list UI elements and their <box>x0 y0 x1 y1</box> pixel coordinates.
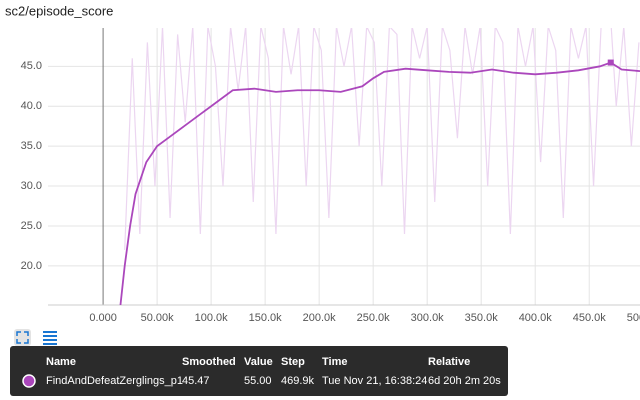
highlight-point <box>607 59 614 66</box>
tooltip-header: Time <box>322 356 347 368</box>
y-tick-label: 20.0 <box>21 260 42 272</box>
x-tick-label: 250.0k <box>357 312 391 324</box>
series-line <box>124 28 640 250</box>
tooltip-cell: 55.00 <box>244 375 272 387</box>
x-tick-label: 50.00k <box>141 312 175 324</box>
tooltip-header: Name <box>46 356 76 368</box>
x-tick-label: 0.000 <box>89 312 117 324</box>
tooltip-cell: FindAndDefeatZerglings_p1 <box>46 375 183 387</box>
tooltip: Name Smoothed Value Step Time Relative FindAnd… <box>10 346 508 396</box>
y-tick-label: 45.0 <box>21 60 42 72</box>
plot-area <box>119 28 640 305</box>
x-tick-label: 100.0k <box>195 312 229 324</box>
tooltip-cell: 469.9k <box>281 375 315 387</box>
y-tick-label: 40.0 <box>21 100 42 112</box>
run-swatch <box>22 374 36 388</box>
fit-button[interactable] <box>14 329 31 346</box>
fit-icon <box>16 331 29 344</box>
tooltip-cell: 6d 20h 2m 20s <box>428 375 501 387</box>
tooltip-header: Smoothed <box>182 356 236 368</box>
x-tick-label: 200.0k <box>303 312 337 324</box>
tooltip-box <box>10 346 508 396</box>
y-tick-label: 35.0 <box>21 140 42 152</box>
tooltip-header: Step <box>281 356 305 368</box>
log-toggle[interactable] <box>43 331 57 345</box>
x-tick-label: 450.0k <box>573 312 607 324</box>
x-tick-label: 400.0k <box>519 312 553 324</box>
chart-title: sc2/episode_score <box>5 3 113 18</box>
y-tick-label: 30.0 <box>21 180 42 192</box>
tooltip-cell: Tue Nov 21, 16:38:24 <box>322 375 427 387</box>
tooltip-header: Relative <box>428 356 470 368</box>
toolbar <box>14 329 57 346</box>
x-tick-label: 350.0k <box>465 312 499 324</box>
tooltip-cell: 45.47 <box>182 375 210 387</box>
y-tick-label: 25.0 <box>21 220 42 232</box>
x-tick-label: 300.0k <box>411 312 445 324</box>
x-tick-label: 500.0k <box>627 312 640 324</box>
x-tick-label: 150.0k <box>249 312 283 324</box>
tooltip-header: Value <box>244 356 273 368</box>
series-line <box>119 61 640 305</box>
